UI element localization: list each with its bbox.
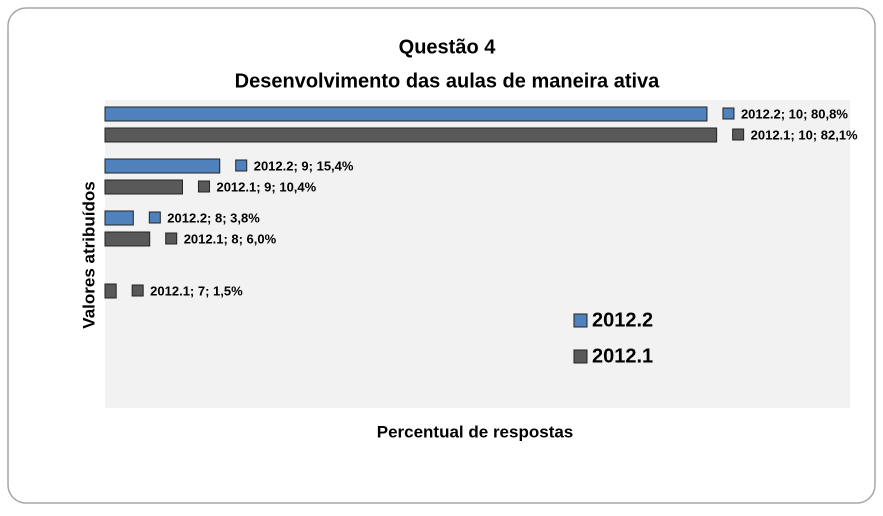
label-key xyxy=(722,107,735,120)
x-axis-label: Percentual de respostas xyxy=(377,422,574,441)
legend-key xyxy=(573,349,588,364)
data-label: 2012.2; 9; 15,4% xyxy=(254,158,354,173)
chart-title: Questão 4 xyxy=(399,36,497,58)
label-key xyxy=(732,128,745,141)
label-key xyxy=(197,180,210,193)
data-label: 2012.1; 7; 1,5% xyxy=(150,283,243,298)
label-key xyxy=(148,211,161,224)
label-key xyxy=(235,159,248,172)
data-label: 2012.2; 8; 3,8% xyxy=(167,210,260,225)
legend-label: 2012.1 xyxy=(592,345,653,367)
plot-area xyxy=(105,100,850,408)
legend-label: 2012.2 xyxy=(592,309,653,331)
data-label: 2012.1; 10; 82,1% xyxy=(751,127,858,142)
chart-subtitle: Desenvolvimento das aulas de maneira ati… xyxy=(235,70,661,92)
data-label: 2012.1; 8; 6,0% xyxy=(184,231,277,246)
label-key xyxy=(131,284,144,297)
bar xyxy=(104,179,183,195)
legend-key xyxy=(573,313,588,328)
bar xyxy=(104,210,134,226)
bar xyxy=(104,231,151,247)
bar xyxy=(104,283,117,299)
bar xyxy=(104,106,708,122)
data-label: 2012.2; 10; 80,8% xyxy=(741,106,848,121)
y-axis-label: Valores atribuídos xyxy=(79,181,98,328)
bar xyxy=(104,158,221,174)
bar xyxy=(104,127,718,143)
label-key xyxy=(165,232,178,245)
data-label: 2012.1; 9; 10,4% xyxy=(216,179,316,194)
